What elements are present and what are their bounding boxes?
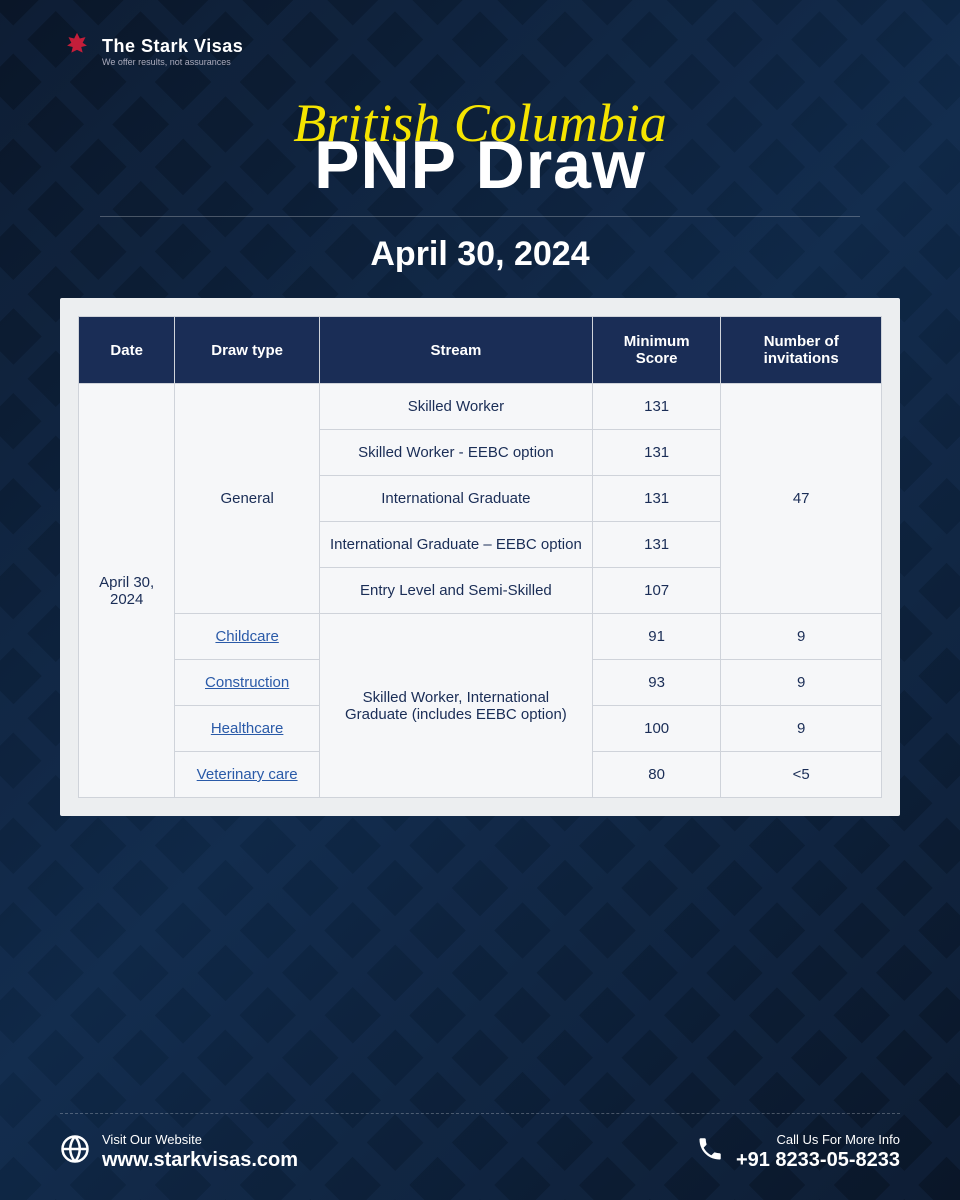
score-cell: 131 (592, 522, 720, 568)
col-date: Date (79, 317, 175, 384)
maple-leaf-icon (60, 30, 94, 72)
footer-phone: Call Us For More Info +91 8233-05-8233 (696, 1132, 900, 1172)
score-cell: 93 (592, 660, 720, 706)
stream-cell: International Graduate (319, 476, 592, 522)
website-url[interactable]: www.starkvisas.com (102, 1149, 298, 1172)
phone-number[interactable]: +91 8233-05-8233 (736, 1149, 900, 1172)
score-cell: 80 (592, 752, 720, 798)
invitations-cell: 9 (721, 660, 882, 706)
drawtype-construction[interactable]: Construction (175, 660, 320, 706)
col-draw-type: Draw type (175, 317, 320, 384)
phone-icon (696, 1135, 724, 1170)
drawtype-healthcare[interactable]: Healthcare (175, 706, 320, 752)
drawtype-general: General (175, 384, 320, 614)
score-cell: 131 (592, 384, 720, 430)
col-min-score: Minimum Score (592, 317, 720, 384)
phone-label: Call Us For More Info (736, 1132, 900, 1147)
score-cell: 131 (592, 430, 720, 476)
table-row: Childcare Skilled Worker, International … (79, 614, 882, 660)
divider (100, 216, 860, 217)
targeted-stream-cell: Skilled Worker, International Graduate (… (319, 614, 592, 798)
drawtype-veterinary[interactable]: Veterinary care (175, 752, 320, 798)
title-block: British Columbia PNP Draw (60, 92, 900, 204)
score-cell: 91 (592, 614, 720, 660)
score-cell: 100 (592, 706, 720, 752)
footer: Visit Our Website www.starkvisas.com Cal… (60, 1113, 900, 1172)
table-header-row: Date Draw type Stream Minimum Score Numb… (79, 317, 882, 384)
website-label: Visit Our Website (102, 1132, 298, 1147)
invitations-cell: 9 (721, 706, 882, 752)
stream-cell: Entry Level and Semi-Skilled (319, 568, 592, 614)
score-cell: 107 (592, 568, 720, 614)
script-title: British Columbia (60, 92, 900, 154)
table-container: Date Draw type Stream Minimum Score Numb… (60, 298, 900, 816)
pnp-draw-table: Date Draw type Stream Minimum Score Numb… (78, 316, 882, 798)
stream-cell: International Graduate – EEBC option (319, 522, 592, 568)
table-row: April 30, 2024 General Skilled Worker 13… (79, 384, 882, 430)
drawtype-childcare[interactable]: Childcare (175, 614, 320, 660)
col-invitations: Number of invitations (721, 317, 882, 384)
brand-tagline: We offer results, not assurances (102, 57, 243, 67)
score-cell: 131 (592, 476, 720, 522)
header-date: April 30, 2024 (60, 235, 900, 274)
logo: The Stark Visas We offer results, not as… (60, 30, 900, 72)
stream-cell: Skilled Worker - EEBC option (319, 430, 592, 476)
globe-icon (60, 1134, 90, 1171)
invitations-cell: 9 (721, 614, 882, 660)
stream-cell: Skilled Worker (319, 384, 592, 430)
invitations-general: 47 (721, 384, 882, 614)
brand-name: The Stark Visas (102, 36, 243, 57)
invitations-cell: <5 (721, 752, 882, 798)
col-stream: Stream (319, 317, 592, 384)
content-container: The Stark Visas We offer results, not as… (0, 0, 960, 1200)
date-cell: April 30, 2024 (79, 384, 175, 798)
footer-website: Visit Our Website www.starkvisas.com (60, 1132, 298, 1172)
